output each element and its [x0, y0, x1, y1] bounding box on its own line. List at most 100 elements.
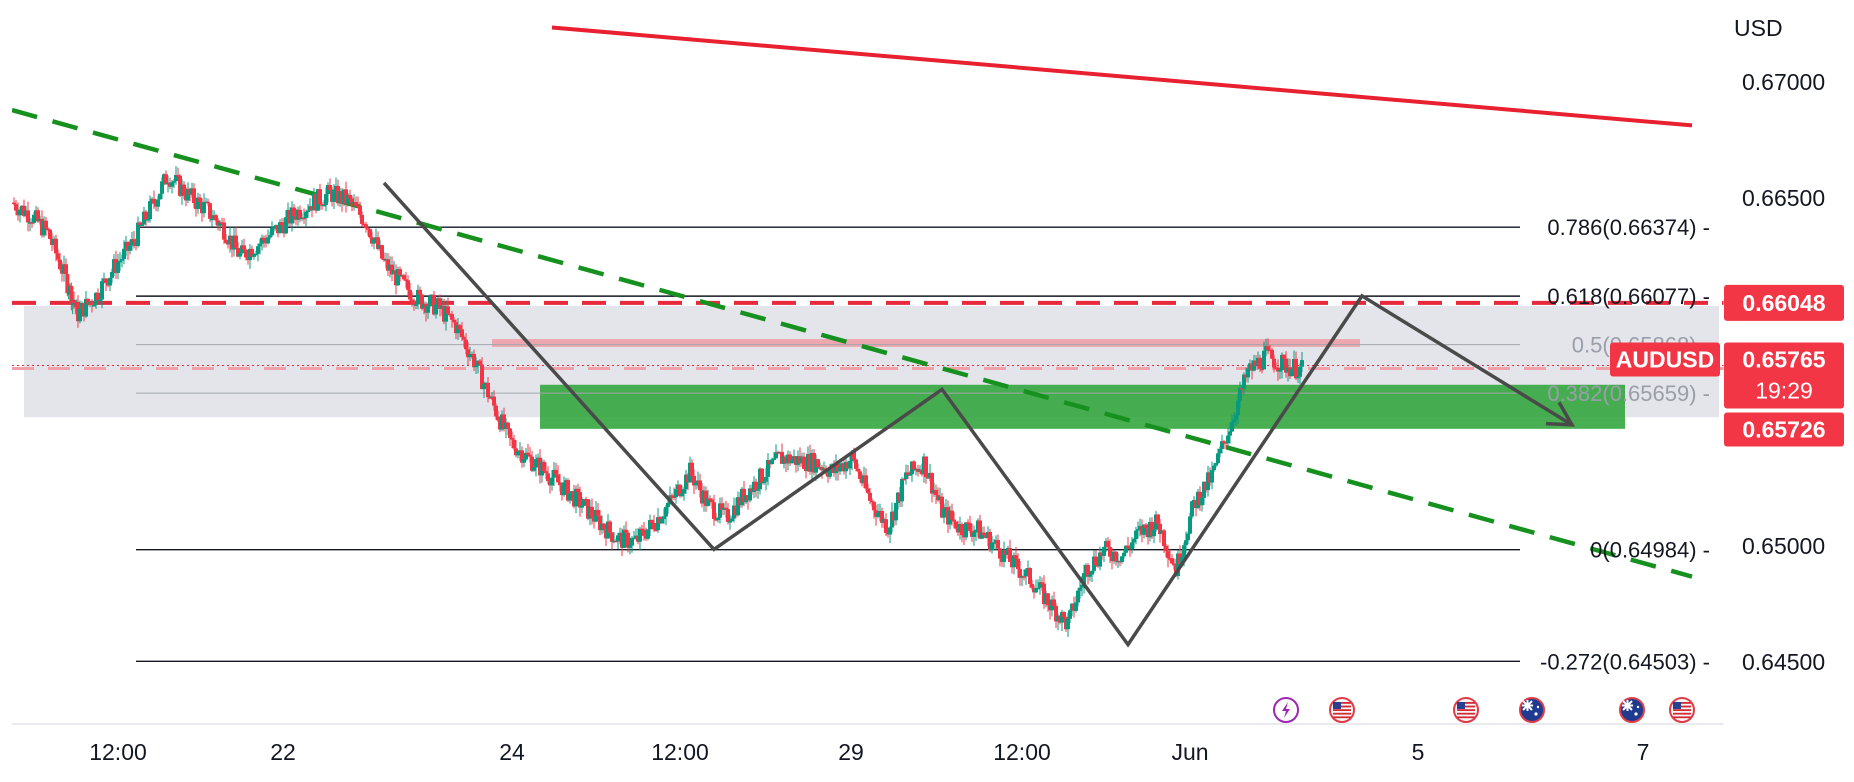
us-flag-stripe	[1333, 709, 1351, 711]
candle-body	[642, 529, 646, 536]
candle-body	[802, 456, 806, 469]
flash-icon[interactable]	[1273, 697, 1299, 723]
candle-body	[1186, 533, 1190, 541]
candle-body	[870, 500, 874, 503]
us-flag-icon[interactable]	[1453, 697, 1479, 723]
candle-body	[480, 364, 484, 390]
candle-body	[610, 532, 614, 542]
candle-body	[410, 299, 414, 302]
australia-flag-icon[interactable]	[1619, 697, 1645, 723]
candle-body	[1258, 357, 1262, 369]
us-flag-icon[interactable]	[1669, 697, 1695, 723]
candle-body	[1028, 568, 1032, 584]
candle-body	[472, 353, 476, 368]
candle-body	[978, 520, 982, 539]
candle-body	[998, 548, 1002, 559]
candle-body	[838, 467, 842, 472]
candle-body	[554, 469, 558, 475]
time-tick-label: 5	[1412, 739, 1425, 765]
us-flag-stripe	[1673, 712, 1691, 715]
candle-body	[682, 489, 686, 494]
candle-body	[176, 174, 180, 177]
candle-body	[444, 306, 448, 322]
candle-body	[544, 471, 548, 474]
candle-body	[706, 498, 710, 506]
australia-flag-icon[interactable]	[1519, 697, 1545, 723]
candle-body	[158, 193, 162, 200]
candle-body	[1126, 545, 1130, 548]
candle-body	[1222, 441, 1226, 443]
candle-body	[120, 259, 124, 261]
candle-body	[1090, 570, 1094, 575]
candle-body	[254, 253, 258, 256]
candle-body	[940, 496, 944, 518]
us-flag-stripe	[1673, 705, 1691, 708]
candle-body	[1134, 530, 1138, 540]
candle-body	[608, 521, 612, 533]
candle-body	[640, 528, 644, 531]
us-flag-stripe	[1457, 716, 1475, 719]
candle-body	[1012, 555, 1016, 568]
us-flag-stripe	[1457, 712, 1475, 715]
candle-body	[108, 277, 112, 286]
candle-body	[626, 532, 630, 548]
candle-body	[1190, 501, 1194, 517]
candle-body	[360, 214, 364, 224]
candle-body	[1054, 606, 1058, 622]
candle-body	[1230, 421, 1234, 432]
candle-body	[662, 516, 666, 519]
candle-body	[550, 477, 554, 486]
candle-body	[756, 489, 760, 491]
candle-body	[728, 521, 732, 523]
candle-body	[428, 296, 432, 307]
candle-body	[306, 210, 310, 213]
candle-body	[648, 520, 652, 530]
candle-body	[726, 509, 730, 523]
current-price-tag	[1724, 342, 1844, 409]
candle-body	[144, 211, 148, 220]
candle-body	[764, 476, 768, 482]
candle-body	[1278, 370, 1282, 372]
candle-body	[1238, 387, 1242, 401]
candle-body	[990, 542, 994, 551]
candle-body	[332, 189, 336, 202]
candle-body	[346, 194, 350, 204]
candle-body	[390, 264, 394, 275]
candle-body	[450, 314, 454, 320]
candle-body	[754, 481, 758, 491]
candle-body	[1280, 354, 1284, 371]
candle-body	[192, 188, 196, 203]
candle-body	[244, 249, 248, 258]
candle-body	[236, 247, 240, 257]
candle-body	[92, 305, 96, 307]
pink-zone	[492, 339, 1360, 347]
candle-body	[414, 304, 418, 306]
candle-body	[272, 227, 276, 229]
candle-body	[578, 492, 582, 508]
candle-body	[224, 239, 228, 243]
candle-body	[406, 280, 410, 290]
candle-body	[420, 294, 424, 309]
candle-body	[1152, 529, 1156, 537]
candle-body	[864, 475, 868, 489]
candle-body	[1052, 599, 1056, 607]
candle-body	[130, 239, 134, 246]
fib-level-label: 0(0.64984) -	[1590, 538, 1710, 563]
candle-body	[322, 204, 326, 207]
candle-body	[1242, 374, 1246, 389]
candle-body	[36, 210, 40, 222]
candle-body	[146, 219, 150, 221]
candle-body	[32, 214, 36, 223]
candle-body	[516, 451, 520, 456]
us-flag-stripe	[1673, 702, 1691, 704]
us-flag-icon[interactable]	[1329, 697, 1355, 723]
candle-body	[458, 325, 462, 330]
candle-body	[704, 490, 708, 506]
candle-body	[1098, 552, 1102, 567]
price-tick-label: 0.66500	[1742, 185, 1825, 211]
symbol-tag-text: AUDUSD	[1616, 347, 1714, 373]
candle-body	[152, 198, 156, 204]
candle-body	[1164, 545, 1168, 552]
candle-body	[674, 489, 678, 498]
